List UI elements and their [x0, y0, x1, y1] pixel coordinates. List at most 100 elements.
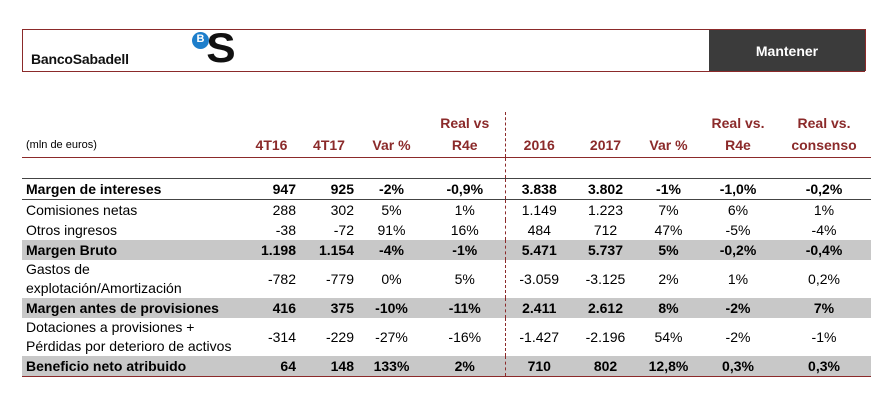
cell-value: 2%	[658, 270, 679, 287]
cell-value: 1.154	[300, 240, 358, 260]
cell-value: -3.059	[519, 270, 560, 287]
cell-value: -4%	[358, 240, 425, 260]
cell-value: 0%	[381, 270, 402, 287]
cell-value: 710	[505, 356, 573, 377]
col-header: 4T16	[243, 112, 300, 158]
cell-value: 54%	[654, 328, 683, 345]
cell-value: 6%	[727, 202, 749, 218]
cell-value: -1%	[425, 240, 506, 260]
col-header: 2017	[573, 112, 638, 158]
cell-value: -27%	[375, 328, 408, 345]
cell-value: 91%	[377, 222, 406, 238]
cell-value: -0,2%	[699, 240, 777, 260]
col-header: Real vs. consenso	[777, 112, 871, 158]
cell-value: 47%	[654, 222, 683, 238]
cell-value: 416	[243, 298, 300, 318]
cell-value: 1%	[425, 199, 506, 220]
table-row: Comisiones netas 288 302 5% 1% 1.149 1.223 7% 6%…	[22, 199, 871, 220]
unit-label: (mln de euros)	[22, 112, 243, 158]
cell-value: -16%	[425, 318, 506, 356]
header-frame-left	[22, 29, 23, 71]
table-row: Gastos de explotación/Amortización -782 -7…	[22, 260, 871, 298]
cell-value: 1%	[727, 270, 749, 287]
cell-value: -0,9%	[425, 178, 506, 200]
cell-value: -3.125	[585, 270, 626, 287]
col-header: Var %	[638, 112, 699, 158]
brand-badge-letter: B	[196, 33, 205, 45]
cell-value: -2%	[699, 298, 777, 318]
cell-value: 302	[330, 202, 354, 218]
cell-value: 5.737	[573, 240, 638, 260]
cell-value: 12,8%	[638, 356, 699, 377]
cell-value: 925	[300, 178, 358, 200]
cell-value: -2%	[725, 328, 751, 345]
table-header-row: (mln de euros) 4T16 4T17 Var % Real vs R…	[22, 112, 871, 158]
row-label: Otros ingresos	[26, 222, 118, 238]
col-header: Real vs. R4e	[699, 112, 777, 158]
cell-value: 0,2%	[808, 270, 840, 287]
cell-value: 712	[593, 222, 618, 238]
col-header: 4T17	[300, 112, 358, 158]
cell-value: 64	[243, 356, 300, 377]
row-label: Margen de intereses	[22, 178, 243, 200]
cell-value: 16%	[425, 220, 506, 240]
cell-value: 2.411	[505, 298, 573, 318]
cell-value: -229	[325, 328, 354, 345]
cell-value: 947	[243, 178, 300, 200]
cell-value: 2.612	[573, 298, 638, 318]
cell-value: -5%	[725, 222, 751, 238]
cell-value: -2%	[358, 178, 425, 200]
brand-logo-icon: B	[192, 32, 209, 49]
brand-mark: S	[206, 24, 236, 71]
cell-value: -2.196	[585, 328, 626, 345]
cell-value: 484	[527, 222, 551, 238]
row-label: Dotaciones a provisiones + Pérdidas por …	[26, 319, 232, 354]
table-row: Margen de intereses 947 925 -2% -0,9% 3.838 3.…	[22, 178, 871, 200]
row-label: Comisiones netas	[26, 202, 138, 218]
header-frame-top	[22, 29, 865, 30]
row-label: Margen Bruto	[22, 240, 243, 260]
cell-value: 1%	[813, 202, 835, 218]
cell-value: 3.838	[505, 178, 573, 200]
cell-value: 5%	[381, 202, 402, 218]
cell-value: -0,4%	[777, 240, 871, 260]
row-label: Margen antes de provisiones	[22, 298, 243, 318]
row-label: Beneficio neto atribuido	[22, 356, 243, 377]
cell-value: 5%	[638, 240, 699, 260]
cell-value: 375	[300, 298, 358, 318]
header-frame-bottom	[22, 71, 865, 72]
col-header: Real vs R4e	[425, 112, 506, 158]
cell-value: -11%	[425, 298, 506, 318]
cell-value: -779	[325, 270, 354, 287]
cell-value: 5%	[425, 260, 506, 298]
table-row: Margen antes de provisiones 416 375 -10% -11…	[22, 298, 871, 318]
col-header: 2016	[505, 112, 573, 158]
cell-value: 5.471	[505, 240, 573, 260]
cell-value: 1.149	[521, 202, 557, 218]
cell-value: 288	[272, 202, 296, 218]
rating-badge: Mantener	[709, 30, 865, 71]
cell-value: -1%	[811, 328, 837, 345]
cell-value: -1%	[638, 178, 699, 200]
table-row: Dotaciones a provisiones + Pérdidas por …	[22, 318, 871, 356]
brand-name: BancoSabadell	[31, 51, 129, 67]
cell-value: -10%	[358, 298, 425, 318]
cell-value: 1.198	[243, 240, 300, 260]
cell-value: -72	[333, 222, 354, 238]
cell-value: 1.223	[587, 202, 624, 218]
cell-value: -1.427	[519, 328, 560, 345]
financial-table: (mln de euros) 4T16 4T17 Var % Real vs R…	[22, 112, 871, 377]
cell-value: 8%	[638, 298, 699, 318]
cell-value: -4%	[811, 222, 837, 238]
header-frame-right	[865, 29, 866, 71]
table-row: Margen Bruto 1.198 1.154 -4% -1% 5.471 5.737 5%…	[22, 240, 871, 260]
cell-value: 3.802	[573, 178, 638, 200]
table-row: Beneficio neto atribuido 64 148 133% 2% 710 80…	[22, 356, 871, 377]
cell-value: -314	[267, 328, 296, 345]
cell-value: -1,0%	[699, 178, 777, 200]
cell-value: 133%	[358, 356, 425, 377]
cell-value: 7%	[658, 202, 679, 218]
cell-value: 2%	[425, 356, 506, 377]
cell-value: -782	[267, 270, 296, 287]
col-header: Var %	[358, 112, 425, 158]
